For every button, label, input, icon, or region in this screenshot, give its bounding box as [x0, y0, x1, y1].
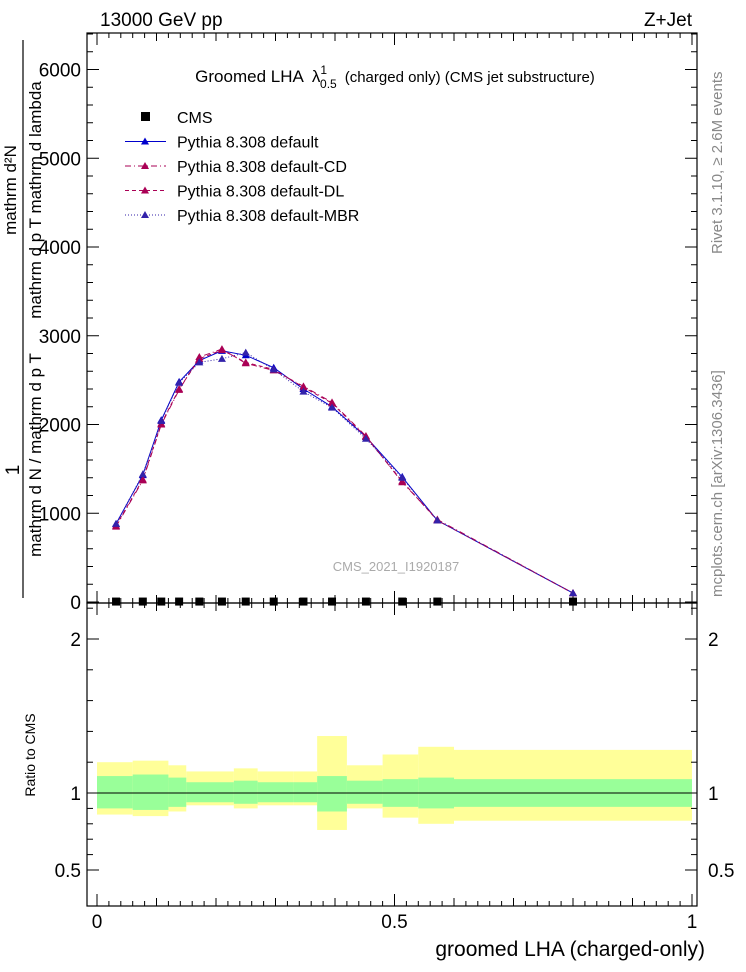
series-marker-mbr	[195, 358, 204, 366]
legend-marker-cd	[141, 162, 149, 169]
series-marker-mbr	[112, 519, 121, 527]
ratio-stat-band	[317, 776, 347, 812]
cms-data-point	[195, 597, 204, 606]
y-tick-label: 3000	[39, 327, 81, 348]
legend: CMS Pythia 8.308 default Pythia 8.308 defa…	[125, 110, 359, 225]
series-marker-dl	[138, 475, 147, 483]
ratio-stat-band	[257, 782, 294, 803]
y-axis-label-numerator: mathrm d²N	[1, 145, 20, 235]
ratio-plot: 0.5 0.5 1 1 2 2 0 0.5 1	[55, 603, 734, 933]
x-tick-label: 0.5	[381, 912, 407, 933]
y-axis-label: 1 mathrm d²N mathrm d p T mathrm d lambd…	[1, 40, 45, 598]
ratio-stat-band	[186, 782, 216, 803]
y-axis-label-factor: 1	[3, 465, 24, 476]
y-tick-label: 2000	[39, 416, 81, 437]
ratio-y-tick-label-right: 2	[708, 630, 719, 651]
ratio-y-tick-label-right: 1	[708, 784, 719, 805]
cms-data-point	[175, 597, 184, 606]
header-energy: 13000 GeV pp	[100, 10, 223, 31]
cms-data-point	[299, 597, 308, 606]
series-marker-dl	[175, 385, 184, 392]
legend-label-mbr: Pythia 8.308 default-MBR	[177, 208, 359, 225]
series-marker-dl	[217, 345, 226, 353]
cms-data-point	[112, 597, 121, 606]
series-marker-mbr	[138, 470, 147, 478]
series-marker-mbr	[569, 589, 577, 597]
series-marker-mbr	[328, 403, 337, 411]
cms-data-point	[398, 597, 407, 606]
cms-data-point	[241, 597, 250, 606]
ratio-stat-band	[168, 777, 187, 807]
ratio-y-tick-label-right: 0.5	[708, 861, 734, 882]
cms-data-point	[269, 597, 278, 606]
y-tick-label: 4000	[39, 238, 81, 259]
x-tick-label: 0	[92, 912, 103, 933]
y-tick-label: 0	[70, 593, 81, 614]
legend-label-cms: CMS	[177, 110, 213, 127]
series-marker-mbr	[175, 378, 184, 386]
analysis-watermark: CMS_2021_I1920187	[333, 559, 460, 574]
series-marker-mbr	[269, 365, 278, 373]
main-plot: 0 1000 2000 3000 4000 5000 6000	[39, 33, 697, 614]
ratio-stat-band	[293, 782, 318, 803]
ratio-y-tick-label: 1	[70, 784, 81, 805]
ratio-stat-band	[216, 782, 234, 803]
ratio-stat-band	[156, 774, 169, 810]
cms-data-point	[157, 597, 166, 606]
series-marker-mbr	[241, 348, 250, 356]
legend-label-dl: Pythia 8.308 default-DL	[177, 184, 344, 201]
ratio-y-tick-label: 2	[70, 630, 81, 651]
ratio-y-tick-label: 0.5	[55, 861, 81, 882]
ratio-stat-band	[233, 780, 258, 804]
header-process: Z+Jet	[644, 10, 693, 31]
cms-data-point	[328, 597, 337, 606]
cms-data-point	[361, 597, 370, 606]
legend-marker-default	[141, 137, 149, 145]
ratio-stat-band	[97, 776, 133, 809]
series-marker-mbr	[157, 416, 166, 424]
y-tick-label: 5000	[39, 149, 81, 170]
rivet-version-label: Rivet 3.1.10, ≥ 2.6M events	[709, 72, 726, 255]
y-tick-label: 6000	[39, 61, 81, 82]
legend-label-cd: Pythia 8.308 default-CD	[177, 159, 347, 176]
legend-marker-cms	[141, 112, 150, 121]
legend-marker-mbr	[141, 211, 149, 218]
cms-data-point	[569, 597, 577, 606]
series-marker-mbr	[217, 354, 226, 362]
x-axis-label: groomed LHA (charged-only)	[435, 938, 705, 961]
series-marker-mbr	[361, 434, 370, 442]
legend-label-default: Pythia 8.308 default	[177, 135, 319, 152]
series-marker-dl	[299, 383, 308, 391]
ratio-stat-band	[132, 774, 157, 810]
series-line-dl	[115, 349, 574, 594]
ratio-plot-frame	[86, 602, 698, 907]
series-marker-dl	[328, 399, 337, 407]
series-marker-mbr	[299, 387, 308, 395]
y-axis-label-numerator-2: mathrm d p T mathrm d lambda	[26, 81, 45, 319]
y-axis-label-denominator: mathrm d N / mathrm d p T	[26, 353, 45, 557]
chart-title: Groomed LHA λ1 0.5 (charged only) (CMS jet …	[195, 63, 595, 91]
y-tick-label: 1000	[39, 504, 81, 525]
series-marker-dl	[241, 358, 250, 366]
ratio-y-axis-label: Ratio to CMS	[22, 713, 38, 796]
cms-data-point	[217, 597, 226, 606]
mcplots-reference-label: mcplots.cern.ch [arXiv:1306.3436]	[709, 370, 726, 597]
series-marker-dl	[195, 354, 204, 362]
cms-data-point	[138, 597, 147, 606]
legend-marker-dl	[141, 186, 149, 194]
x-tick-label: 1	[687, 912, 698, 933]
ratio-stat-band	[346, 780, 383, 804]
series-marker-mbr	[433, 516, 442, 524]
series-marker-dl	[398, 477, 407, 485]
series-line-mbr	[115, 352, 574, 594]
cms-data-point	[433, 597, 442, 606]
series-marker-mbr	[398, 473, 407, 481]
